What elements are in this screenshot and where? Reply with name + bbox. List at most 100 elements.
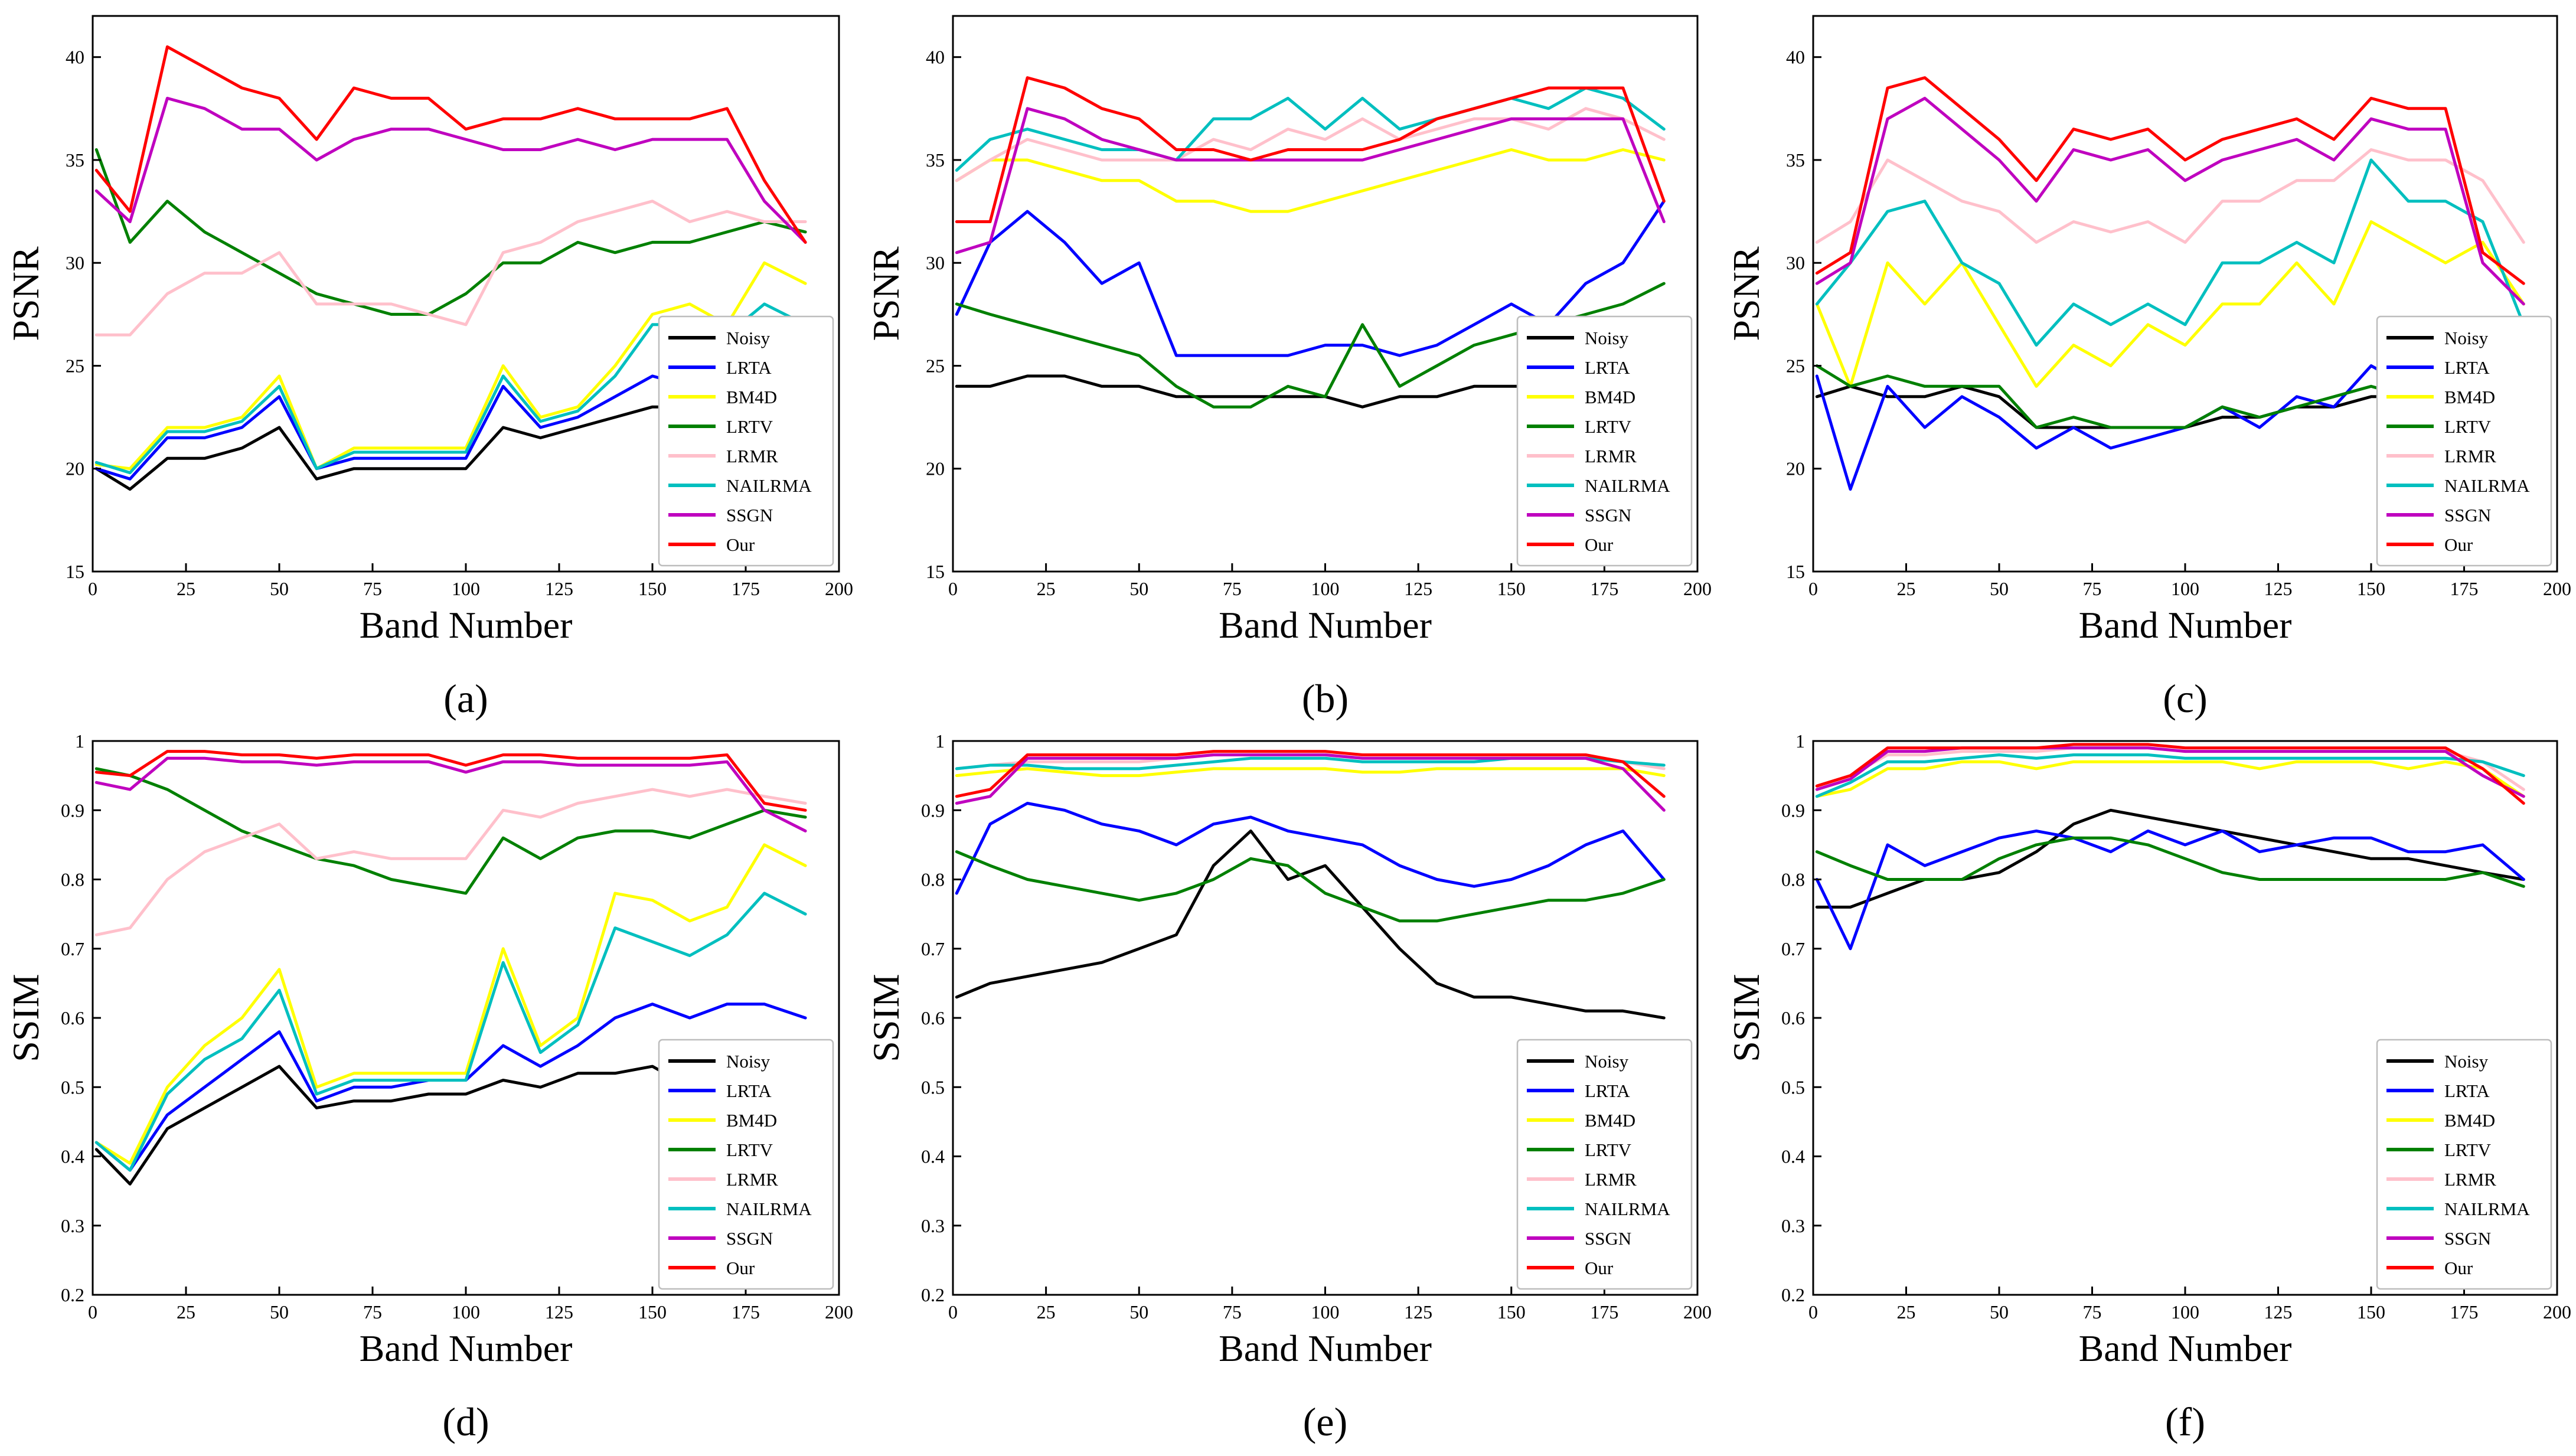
x-tick-label: 125 [1404,1301,1432,1323]
x-tick-label: 75 [363,1301,382,1323]
legend-label-noisy: Noisy [2444,1051,2489,1072]
y-tick-label: 0.7 [921,938,945,959]
series-line-nailrma [1815,753,2525,798]
legend-label-lrmr: LRMR [2444,1169,2496,1190]
x-tick-label: 25 [1037,578,1056,599]
y-tick-label: 40 [1786,47,1805,68]
y-tick-label: 1 [935,730,945,752]
y-tick-label: 30 [926,252,945,273]
panel-a: 0 25 50 75 100 125 150 175 200 15 20 25 30 35 40 Band N… [5,15,853,721]
legend-label-lrta: LRTA [2444,357,2490,378]
legend-label-ssgn: SSGN [2444,505,2491,525]
series-line-nailrma [1815,158,2525,347]
x-tick-label: 0 [88,578,97,599]
series-line-bm4d [1815,220,2525,388]
x-tick-label: 150 [638,1301,667,1323]
legend-label-lrtv: LRTV [1585,416,1632,437]
series-line-ssgn [955,753,1666,812]
legend-label-noisy: Noisy [726,1051,770,1072]
x-tick-label: 25 [177,1301,195,1323]
series-line-lrmr [94,200,807,337]
series-line-lrmr [955,107,1666,182]
y-tick-label: 25 [926,355,945,376]
y-tick-label: 35 [1786,149,1805,171]
legend: Noisy LRTA BM4D LRTV LRMR NAILRMA SSGN Our [2376,315,2552,567]
legend-label-bm4d: BM4D [1585,387,1635,407]
x-tick-label: 0 [1808,578,1818,599]
y-tick-label: 30 [66,252,84,273]
series-line-lrta [1815,829,2525,951]
x-tick-label: 25 [1037,1301,1056,1323]
legend-label-nailrma: NAILRMA [1585,475,1670,496]
legend-label-bm4d: BM4D [1585,1110,1635,1131]
x-axis-label: Band Number [360,604,573,646]
y-tick-label: 0.2 [1781,1284,1805,1305]
legend-label-lrmr: LRMR [726,1169,778,1190]
x-axis-label: Band Number [2079,1327,2292,1369]
y-tick-label: 35 [926,149,945,171]
x-tick-label: 0 [88,1301,97,1323]
x-axis-label: Band Number [2079,604,2292,646]
legend-label-nailrma: NAILRMA [726,1199,812,1219]
y-tick-label: 25 [1786,355,1805,376]
series-group [1815,743,2525,951]
y-tick-label: 40 [926,47,945,68]
y-tick-label: 0.3 [61,1215,84,1236]
legend-label-our: Our [726,534,755,555]
x-tick-label: 50 [1129,578,1148,599]
x-tick-label: 175 [732,1301,760,1323]
panel-label: (f) [2165,1399,2205,1444]
y-tick-label: 0.4 [921,1146,945,1167]
legend-label-ssgn: SSGN [1585,1228,1631,1249]
series-line-bm4d [94,261,807,471]
y-tick-label: 0.7 [1781,938,1805,959]
series-group [955,76,1666,409]
legend-label-our: Our [2444,534,2473,555]
y-tick-label: 15 [926,561,945,582]
x-tick-label: 75 [2083,1301,2102,1323]
y-tick-label: 0.7 [61,938,84,959]
y-tick-label: 0.3 [1781,1215,1805,1236]
x-tick-label: 75 [1223,578,1242,599]
y-tick-label: 1 [1795,730,1805,752]
series-line-bm4d [94,843,807,1165]
series-line-lrtv [1815,836,2525,888]
panel-label: (d) [442,1399,489,1444]
x-tick-label: 100 [1311,1301,1340,1323]
series-line-lrtv [94,148,807,316]
panel-d: 0 25 50 75 100 125 150 175 200 0.2 0.3 0.4 0.5 0.6 0.7… [5,730,853,1444]
legend-label-lrmr: LRMR [726,446,778,466]
legend-label-bm4d: BM4D [2444,1110,2495,1131]
x-tick-label: 200 [2543,1301,2571,1323]
y-tick-label: 0.9 [61,799,84,821]
legend-label-nailrma: NAILRMA [2444,475,2530,496]
legend-label-noisy: Noisy [1585,1051,1629,1072]
series-line-bm4d [955,767,1666,778]
panel-f: 0 25 50 75 100 125 150 175 200 0.2 0.3 0.4 0.5 0.6 0.7… [1725,730,2571,1444]
x-tick-label: 75 [2083,578,2102,599]
x-tick-label: 25 [1897,1301,1916,1323]
series-line-lrtv [94,767,807,895]
panel-label: (b) [1302,676,1349,721]
series-line-nailrma [955,86,1666,172]
x-tick-label: 150 [1497,578,1526,599]
y-tick-label: 0.4 [1781,1146,1805,1167]
x-tick-label: 100 [1311,578,1340,599]
series-line-lrtv [955,850,1666,923]
y-tick-label: 25 [66,355,84,376]
x-tick-label: 150 [2357,578,2385,599]
x-tick-label: 175 [2450,1301,2479,1323]
legend: Noisy LRTA BM4D LRTV LRMR NAILRMA SSGN Our [1516,315,1693,567]
y-tick-label: 35 [66,149,84,171]
x-tick-label: 125 [545,578,573,599]
legend-frame [2376,315,2552,567]
series-line-our [94,750,807,812]
series-line-ssgn [955,107,1666,254]
panel-label: (a) [443,676,488,721]
panel-e: 0 25 50 75 100 125 150 175 200 0.2 0.3 0.4 0.5 0.6 0.7… [865,730,1712,1444]
legend-label-ssgn: SSGN [726,1228,773,1249]
series-line-noisy [955,829,1666,1020]
legend-label-lrmr: LRMR [1585,446,1637,466]
x-tick-label: 125 [545,1301,573,1323]
y-tick-label: 15 [66,561,84,582]
